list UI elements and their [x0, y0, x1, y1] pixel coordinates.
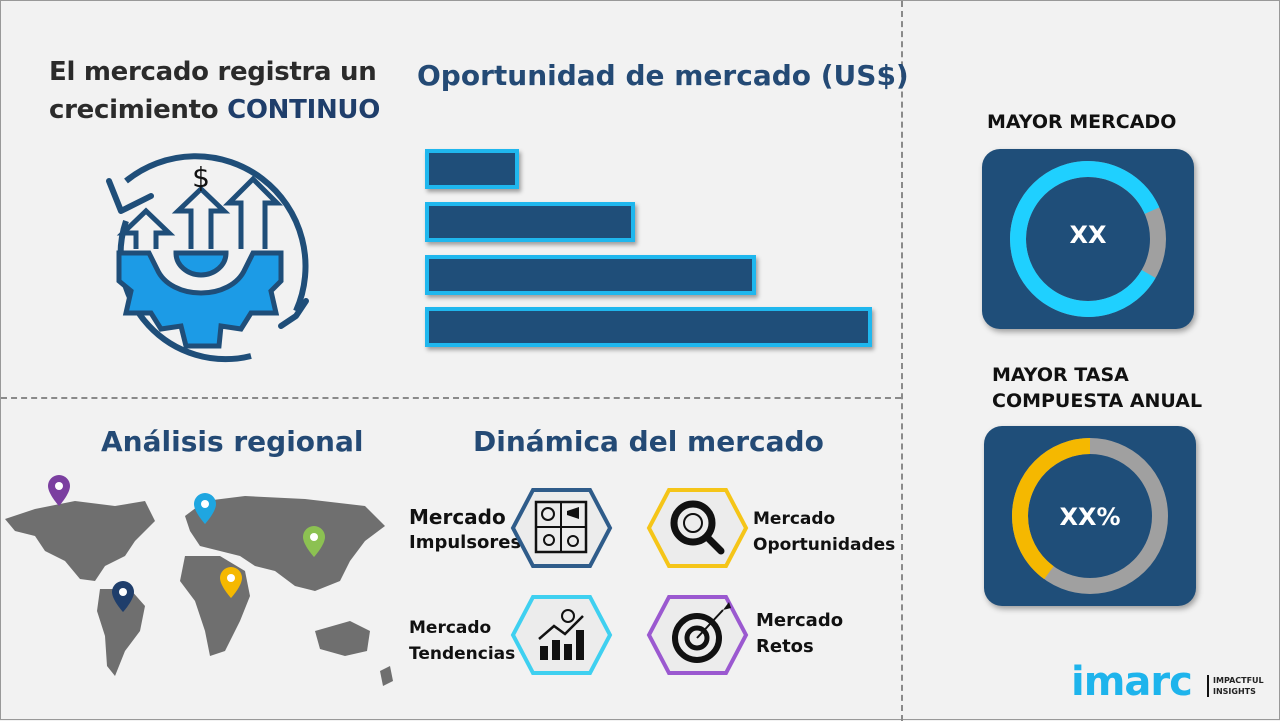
- gear-growth-arrows-dollar-icon: $: [106, 153, 309, 363]
- highest-cagr-value: XX%: [1059, 503, 1121, 531]
- largest-market-card: XX: [982, 149, 1194, 329]
- pin-icon: [194, 493, 216, 524]
- pin-icon: [48, 475, 70, 506]
- largest-market-title: MAYOR MERCADO: [987, 111, 1177, 133]
- pin-icon: [303, 526, 325, 557]
- vertical-divider: [901, 1, 903, 721]
- opportunities-label: Mercado Oportunidades: [753, 509, 896, 555]
- growth-chart-icon: [510, 595, 613, 675]
- opportunity-bar: [425, 307, 872, 347]
- world-map: [5, 475, 393, 686]
- highest-cagr-card: XX%: [984, 426, 1196, 606]
- drivers-label: Mercado Impulsores: [409, 505, 522, 553]
- target-icon: [646, 595, 749, 675]
- regional-title: Análisis regional: [101, 425, 364, 458]
- imarc-logo: imarc IMPACTFUL INSIGHTS: [1071, 659, 1264, 705]
- opportunity-bar: [425, 255, 756, 295]
- growth-heading: El mercado registra un crecimiento CONTI…: [49, 57, 381, 125]
- svg-text:$: $: [192, 161, 210, 194]
- trends-label: Mercado Tendencias: [409, 618, 516, 664]
- highest-cagr-title: MAYOR TASA COMPUESTA ANUAL: [992, 364, 1203, 412]
- pin-icon: [112, 581, 134, 612]
- challenges-label: Mercado Retos: [756, 610, 844, 657]
- opportunity-title: Oportunidad de mercado (US$): [417, 59, 909, 92]
- map-pins: [48, 475, 325, 612]
- pin-icon: [220, 567, 242, 598]
- donut-fill: [1012, 438, 1168, 594]
- puzzle-icon: [510, 488, 613, 568]
- horizontal-divider: [1, 397, 901, 399]
- highest-cagr-donut: [1012, 438, 1168, 594]
- largest-market-donut: [1010, 161, 1166, 317]
- largest-market-value: XX: [1069, 221, 1107, 249]
- dynamics-title: Dinámica del mercado: [473, 425, 824, 458]
- magnifier-dollar-icon: [646, 488, 749, 568]
- opportunity-bar: [425, 149, 519, 189]
- opportunity-bar: [425, 202, 636, 242]
